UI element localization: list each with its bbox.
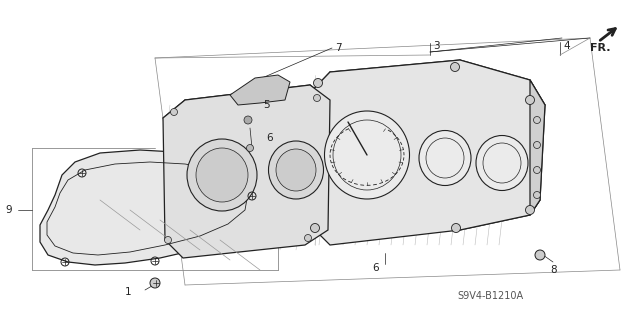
Circle shape	[451, 224, 461, 233]
Ellipse shape	[324, 111, 410, 199]
Polygon shape	[308, 60, 545, 245]
Text: 6: 6	[266, 133, 273, 143]
Text: FR.: FR.	[589, 43, 611, 53]
Text: 8: 8	[550, 265, 557, 275]
Circle shape	[314, 78, 323, 87]
Text: 7: 7	[335, 43, 342, 53]
Text: 5: 5	[263, 100, 269, 110]
Circle shape	[164, 236, 172, 243]
Circle shape	[534, 191, 541, 198]
Circle shape	[314, 94, 321, 101]
Circle shape	[305, 234, 312, 241]
Ellipse shape	[276, 149, 316, 191]
Text: 6: 6	[372, 263, 380, 273]
Circle shape	[534, 167, 541, 174]
Text: 9: 9	[5, 205, 12, 215]
Polygon shape	[230, 75, 290, 105]
Polygon shape	[40, 150, 278, 265]
Polygon shape	[530, 80, 545, 215]
Ellipse shape	[187, 139, 257, 211]
Circle shape	[246, 145, 253, 152]
Ellipse shape	[196, 148, 248, 202]
Circle shape	[244, 116, 252, 124]
Circle shape	[535, 250, 545, 260]
Ellipse shape	[419, 130, 471, 186]
Polygon shape	[163, 85, 330, 258]
Circle shape	[534, 142, 541, 149]
Text: 1: 1	[125, 287, 132, 297]
Text: 4: 4	[563, 41, 570, 51]
Circle shape	[525, 95, 534, 105]
Ellipse shape	[476, 136, 528, 190]
Text: S9V4-B1210A: S9V4-B1210A	[457, 291, 523, 301]
Circle shape	[534, 116, 541, 123]
Ellipse shape	[269, 141, 323, 199]
Circle shape	[310, 224, 319, 233]
Circle shape	[525, 205, 534, 214]
Circle shape	[150, 278, 160, 288]
Circle shape	[170, 108, 177, 115]
Circle shape	[451, 63, 460, 71]
Text: 3: 3	[433, 41, 440, 51]
